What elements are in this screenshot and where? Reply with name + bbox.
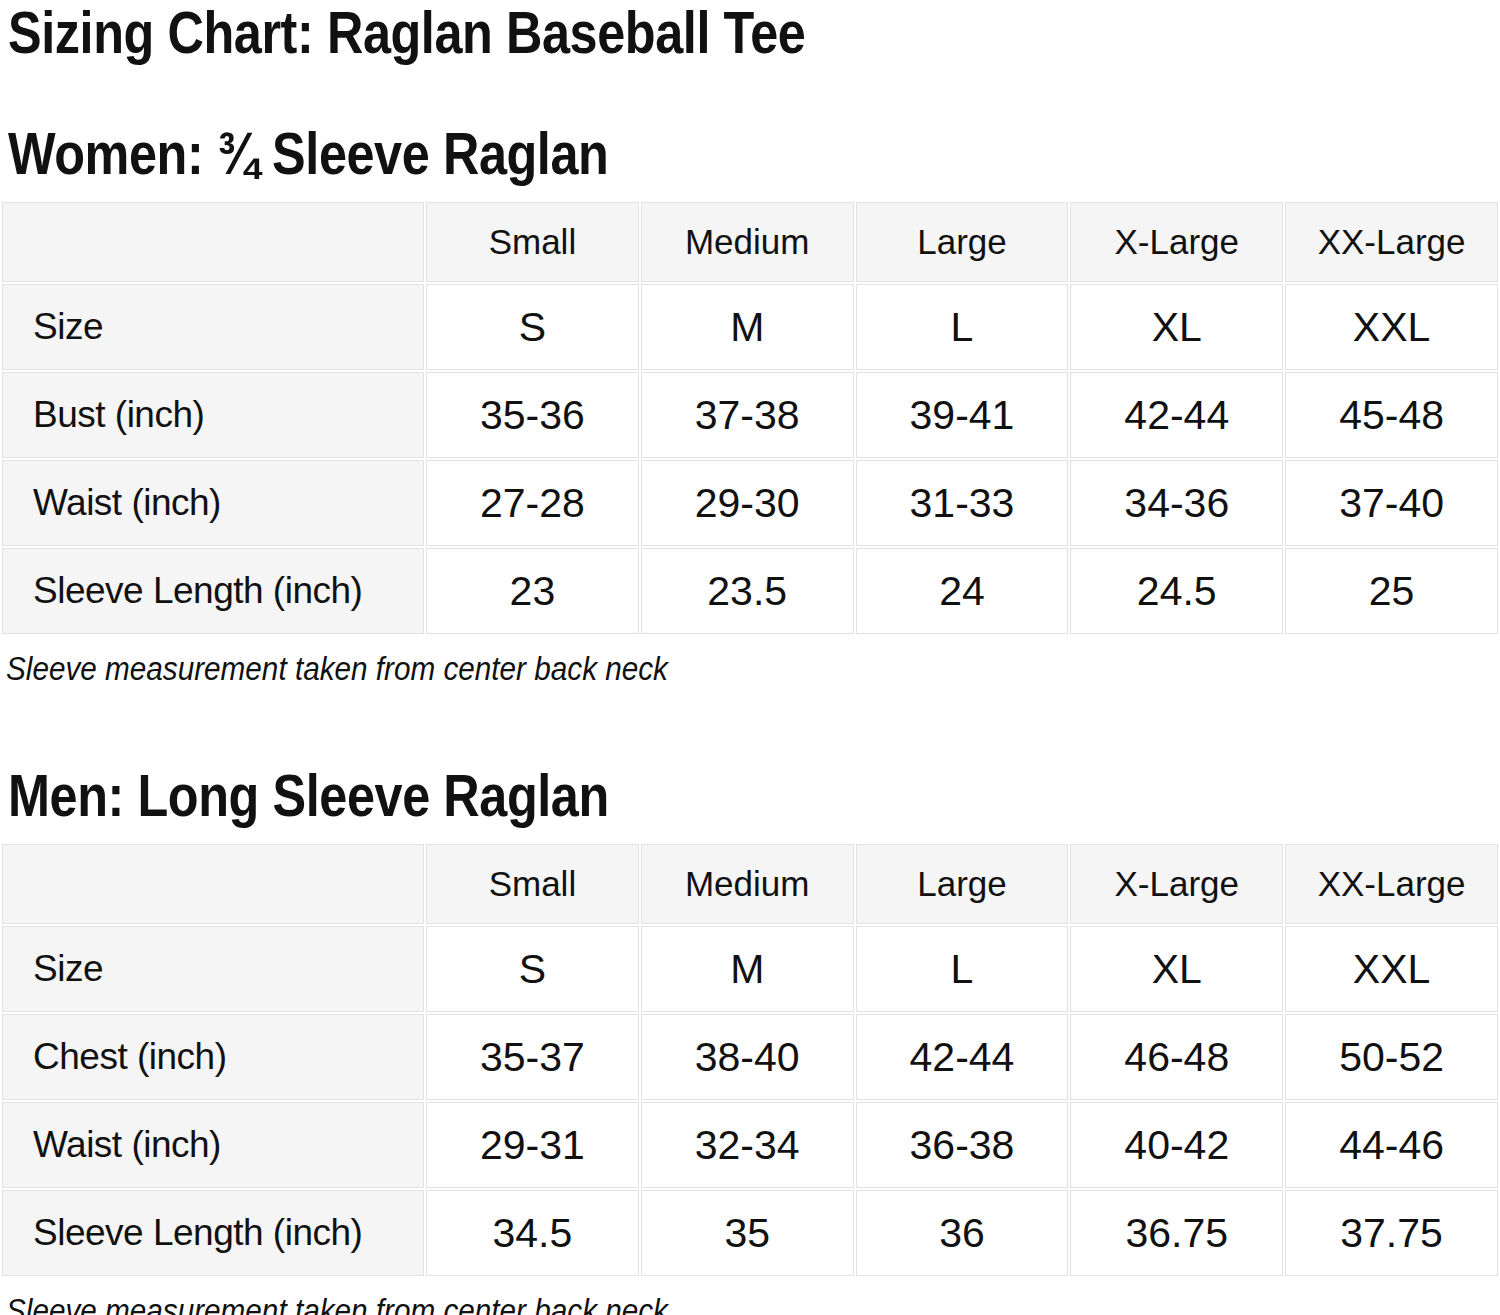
cell-value: XXL	[1285, 284, 1498, 370]
column-header-xxlarge: XX-Large	[1285, 202, 1498, 282]
cell-value: 31-33	[856, 460, 1069, 546]
page-title: Sizing Chart: Raglan Baseball Tee	[8, 0, 1261, 66]
men-table-header-row: Small Medium Large X-Large XX-Large	[2, 844, 1498, 924]
cell-value: 50-52	[1285, 1014, 1498, 1100]
women-table-header-row: Small Medium Large X-Large XX-Large	[2, 202, 1498, 282]
column-header-xlarge: X-Large	[1070, 844, 1283, 924]
cell-value: M	[641, 926, 854, 1012]
cell-value: 36	[856, 1190, 1069, 1276]
cell-value: 23.5	[641, 548, 854, 634]
table-row: Waist (inch) 29-31 32-34 36-38 40-42 44-…	[2, 1102, 1498, 1188]
cell-value: 42-44	[856, 1014, 1069, 1100]
cell-value: 37.75	[1285, 1190, 1498, 1276]
column-header-small: Small	[426, 844, 639, 924]
cell-value: 37-38	[641, 372, 854, 458]
row-label-size: Size	[2, 284, 424, 370]
cell-value: XL	[1070, 926, 1283, 1012]
row-label-size: Size	[2, 926, 424, 1012]
cell-value: S	[426, 284, 639, 370]
cell-value: 27-28	[426, 460, 639, 546]
men-size-table: Small Medium Large X-Large XX-Large Size…	[0, 842, 1500, 1278]
cell-value: 36.75	[1070, 1190, 1283, 1276]
cell-value: XL	[1070, 284, 1283, 370]
row-label-chest: Chest (inch)	[2, 1014, 424, 1100]
cell-value: 29-31	[426, 1102, 639, 1188]
cell-value: 38-40	[641, 1014, 854, 1100]
column-header-xlarge: X-Large	[1070, 202, 1283, 282]
table-row: Bust (inch) 35-36 37-38 39-41 42-44 45-4…	[2, 372, 1498, 458]
column-header-small: Small	[426, 202, 639, 282]
table-row: Size S M L XL XXL	[2, 284, 1498, 370]
cell-value: 25	[1285, 548, 1498, 634]
column-header-xxlarge: XX-Large	[1285, 844, 1498, 924]
women-table-footnote: Sleeve measurement taken from center bac…	[6, 650, 1351, 688]
row-label-waist: Waist (inch)	[2, 1102, 424, 1188]
cell-value: 34-36	[1070, 460, 1283, 546]
row-label-waist: Waist (inch)	[2, 460, 424, 546]
cell-value: 32-34	[641, 1102, 854, 1188]
cell-value: 45-48	[1285, 372, 1498, 458]
women-section-heading: Women: ¾ Sleeve Raglan	[8, 122, 1261, 186]
column-header-large: Large	[856, 844, 1069, 924]
cell-value: 23	[426, 548, 639, 634]
sizing-chart-page: Sizing Chart: Raglan Baseball Tee Women:…	[0, 0, 1500, 1315]
table-row: Waist (inch) 27-28 29-30 31-33 34-36 37-…	[2, 460, 1498, 546]
cell-value: 44-46	[1285, 1102, 1498, 1188]
cell-value: 46-48	[1070, 1014, 1283, 1100]
table-row: Size S M L XL XXL	[2, 926, 1498, 1012]
cell-value: 35-37	[426, 1014, 639, 1100]
cell-value: 40-42	[1070, 1102, 1283, 1188]
column-header-medium: Medium	[641, 844, 854, 924]
cell-value: L	[856, 926, 1069, 1012]
cell-value: 35-36	[426, 372, 639, 458]
row-label-sleeve-length: Sleeve Length (inch)	[2, 548, 424, 634]
row-label-sleeve-length: Sleeve Length (inch)	[2, 1190, 424, 1276]
women-size-table: Small Medium Large X-Large XX-Large Size…	[0, 200, 1500, 636]
corner-cell	[2, 844, 424, 924]
cell-value: 37-40	[1285, 460, 1498, 546]
cell-value: 35	[641, 1190, 854, 1276]
cell-value: 24.5	[1070, 548, 1283, 634]
table-row: Sleeve Length (inch) 34.5 35 36 36.75 37…	[2, 1190, 1498, 1276]
men-section-heading: Men: Long Sleeve Raglan	[8, 764, 1261, 828]
cell-value: 24	[856, 548, 1069, 634]
column-header-medium: Medium	[641, 202, 854, 282]
cell-value: 34.5	[426, 1190, 639, 1276]
cell-value: L	[856, 284, 1069, 370]
row-label-bust: Bust (inch)	[2, 372, 424, 458]
table-row: Chest (inch) 35-37 38-40 42-44 46-48 50-…	[2, 1014, 1498, 1100]
cell-value: 29-30	[641, 460, 854, 546]
cell-value: 36-38	[856, 1102, 1069, 1188]
table-row: Sleeve Length (inch) 23 23.5 24 24.5 25	[2, 548, 1498, 634]
cell-value: M	[641, 284, 854, 370]
corner-cell	[2, 202, 424, 282]
cell-value: XXL	[1285, 926, 1498, 1012]
cell-value: S	[426, 926, 639, 1012]
cell-value: 39-41	[856, 372, 1069, 458]
men-table-footnote: Sleeve measurement taken from center bac…	[6, 1292, 1351, 1315]
column-header-large: Large	[856, 202, 1069, 282]
cell-value: 42-44	[1070, 372, 1283, 458]
